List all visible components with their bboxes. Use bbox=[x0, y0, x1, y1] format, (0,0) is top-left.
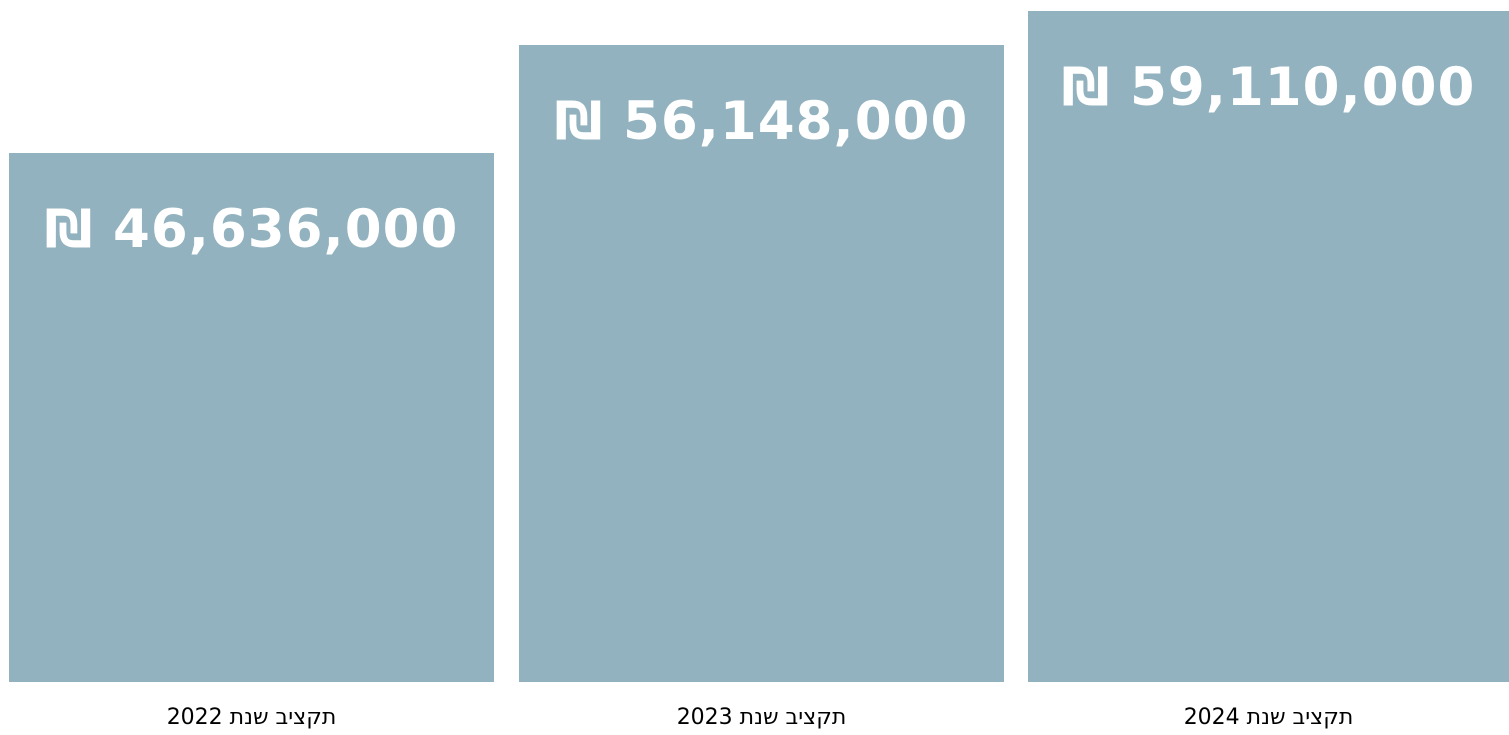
bar-value-label: ₪ 46,636,000 bbox=[44, 199, 459, 260]
bar-value-label: ₪ 59,110,000 bbox=[1061, 57, 1476, 118]
category-label: תקציב שנת 2024 bbox=[1183, 705, 1354, 730]
category-label: תקציב שנת 2022 bbox=[166, 705, 337, 730]
category-label: תקציב שנת 2023 bbox=[676, 705, 847, 730]
bar-1: ₪ 46,636,000 bbox=[9, 153, 494, 682]
bar-value-label: ₪ 56,148,000 bbox=[554, 91, 969, 152]
bar-3: ₪ 59,110,000 bbox=[1028, 11, 1509, 682]
bar-2: ₪ 56,148,000 bbox=[519, 45, 1004, 682]
